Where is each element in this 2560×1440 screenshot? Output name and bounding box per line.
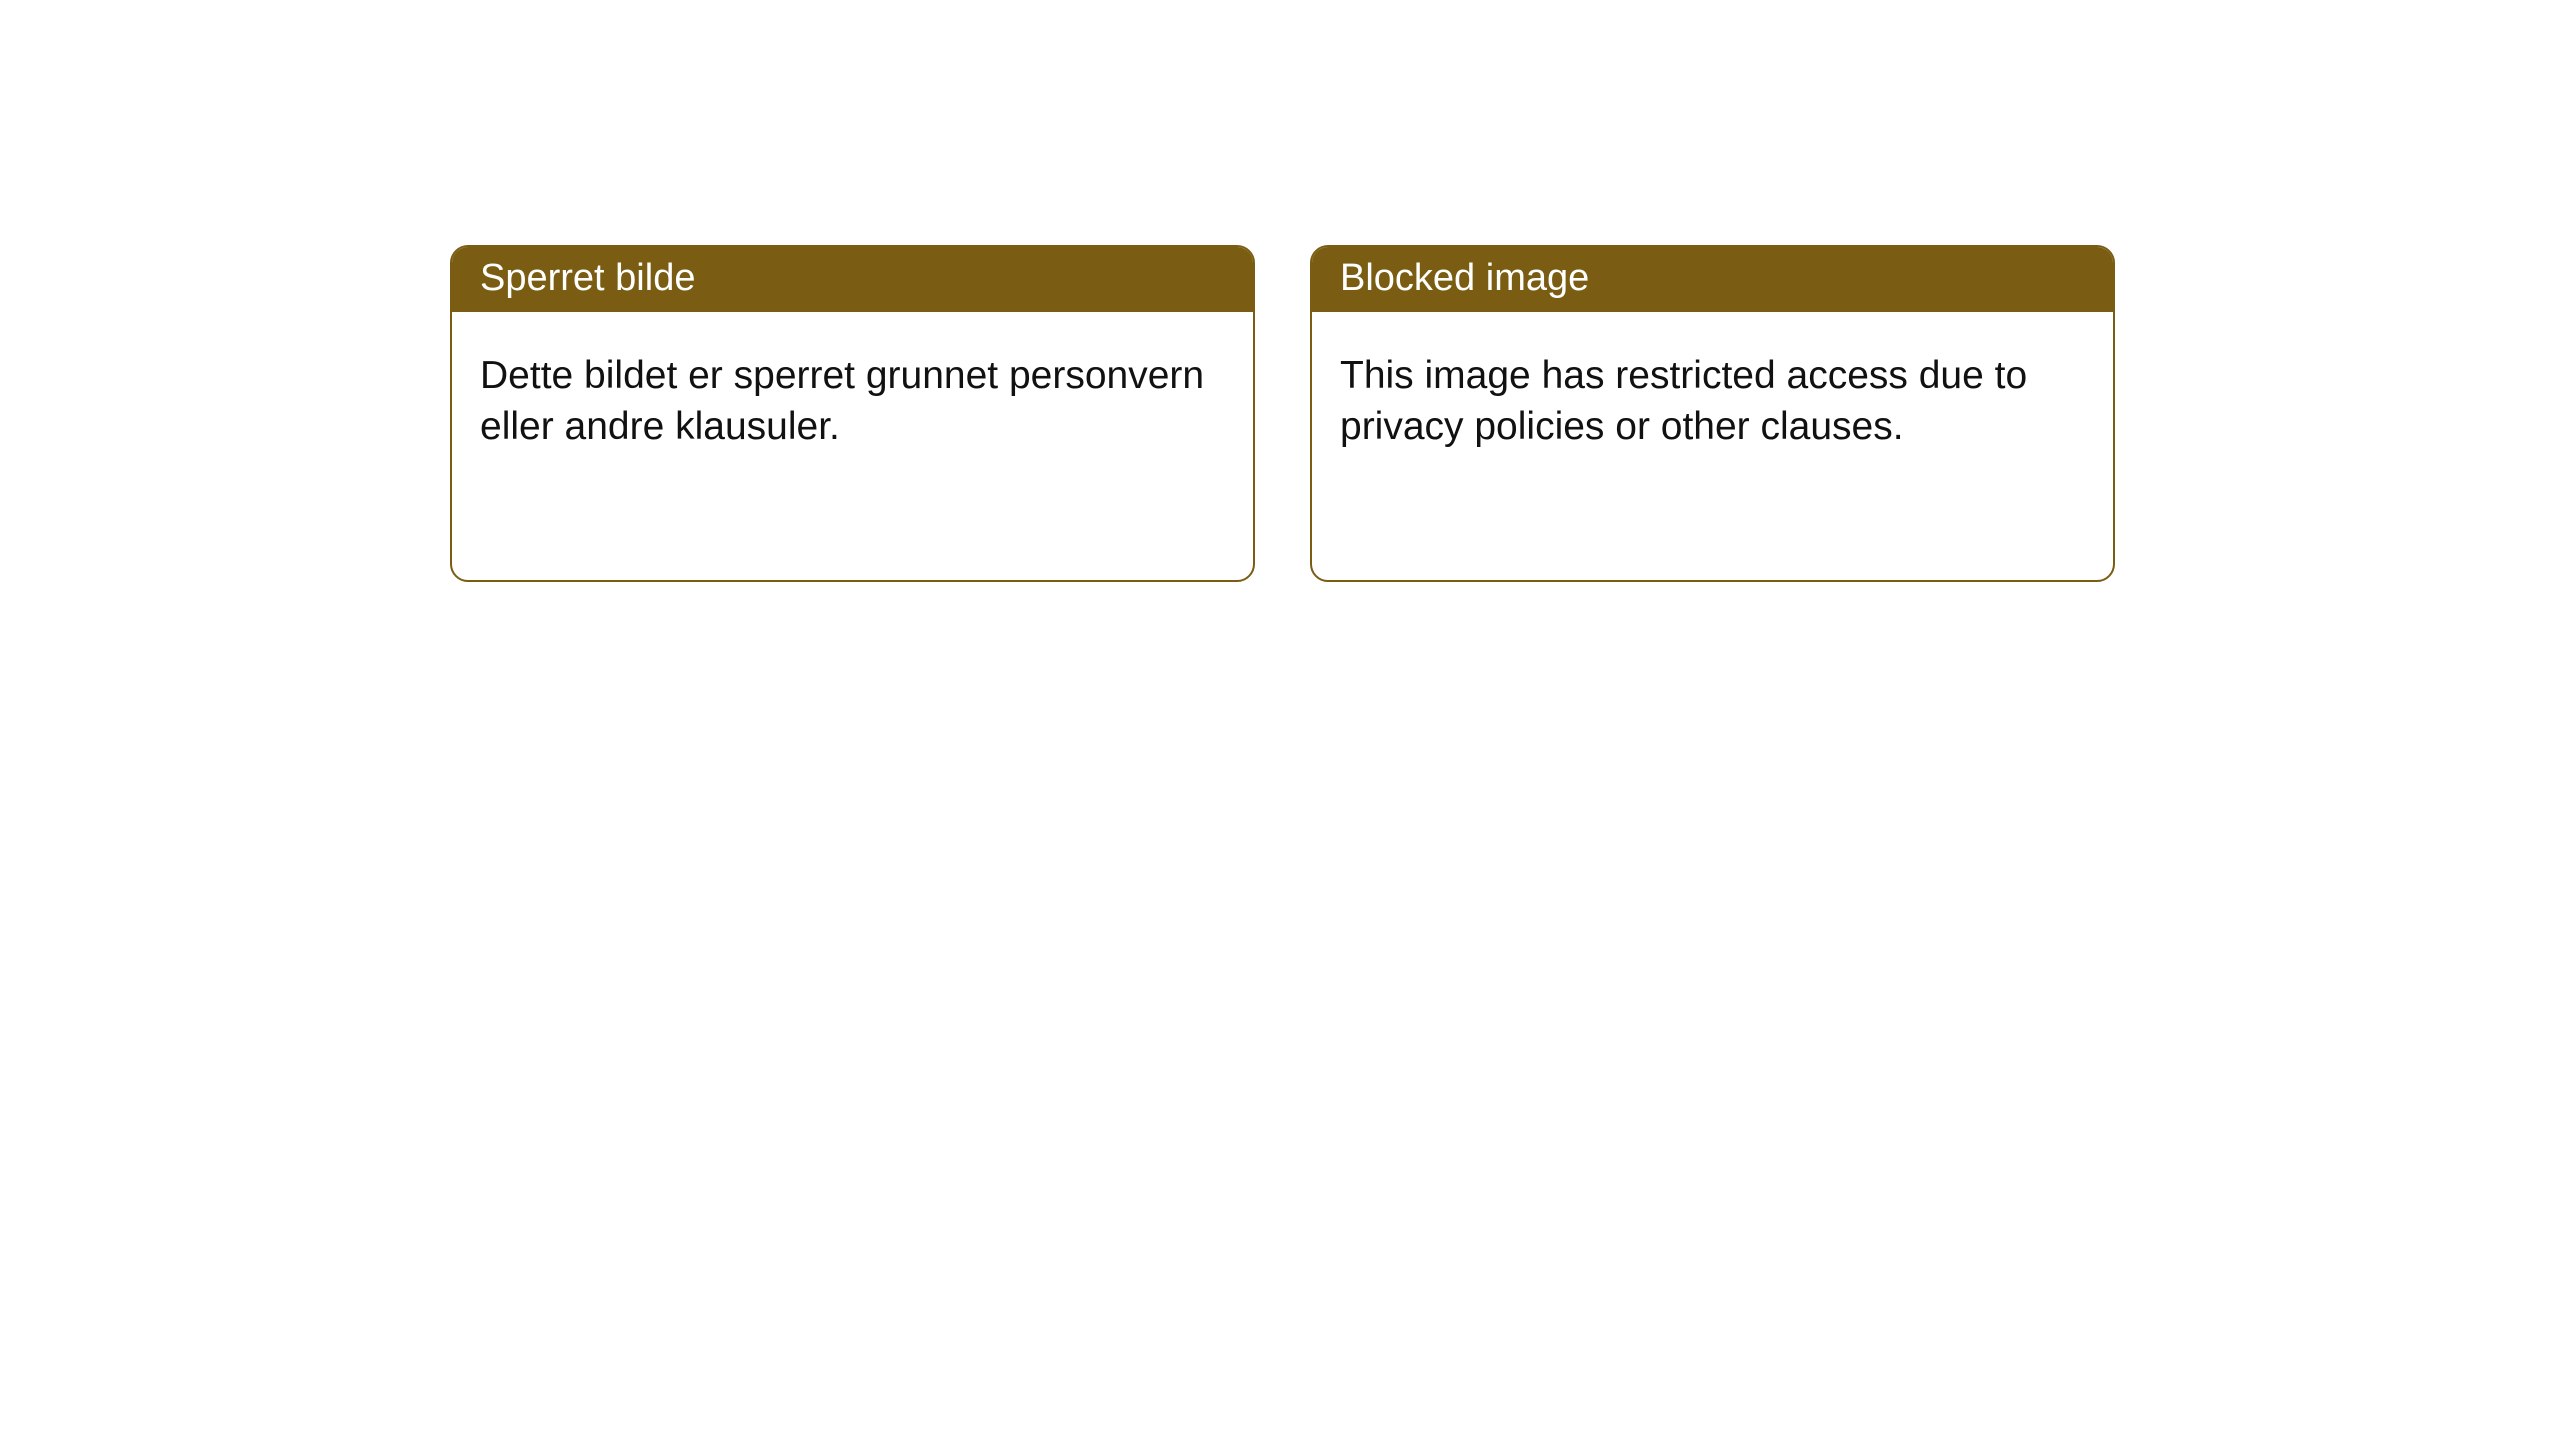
card-body-no: Dette bildet er sperret grunnet personve… bbox=[452, 312, 1253, 482]
notice-container: Sperret bilde Dette bildet er sperret gr… bbox=[0, 0, 2560, 582]
blocked-image-card-en: Blocked image This image has restricted … bbox=[1310, 245, 2115, 582]
card-title-no: Sperret bilde bbox=[452, 247, 1253, 312]
card-title-en: Blocked image bbox=[1312, 247, 2113, 312]
card-body-en: This image has restricted access due to … bbox=[1312, 312, 2113, 482]
blocked-image-card-no: Sperret bilde Dette bildet er sperret gr… bbox=[450, 245, 1255, 582]
